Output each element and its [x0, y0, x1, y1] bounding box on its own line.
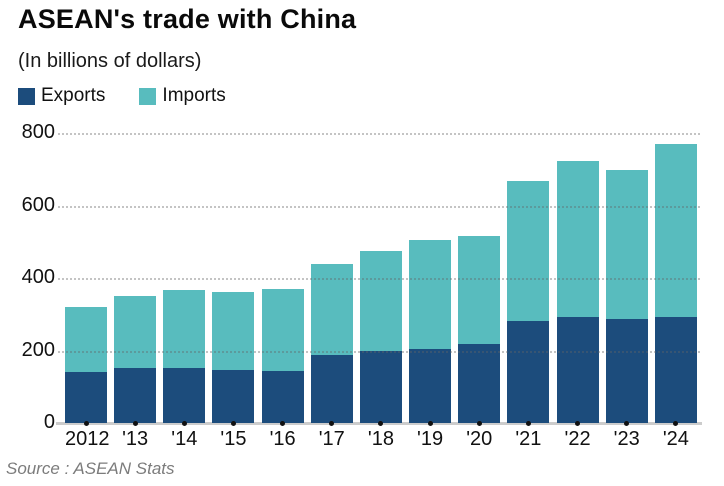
x-tick-label-18: '18	[367, 428, 394, 450]
exports-segment	[556, 317, 599, 423]
axis-tick-dot	[378, 421, 384, 426]
bar-group-19	[409, 133, 452, 426]
gridline-800	[58, 133, 700, 135]
source-note: Source : ASEAN Stats	[6, 459, 175, 478]
legend-item-exports: Exports	[18, 85, 105, 107]
x-tick-label-17: '17	[318, 428, 345, 450]
exports-segment	[458, 343, 501, 423]
axis-tick-dot	[575, 421, 581, 426]
bar-group-17	[310, 133, 353, 426]
exports-segment	[310, 355, 353, 423]
bar-group-20	[458, 133, 501, 426]
x-tick-label-21: '21	[515, 428, 542, 450]
x-tick-label-13: '13	[122, 428, 149, 450]
axis-tick-dot	[280, 421, 286, 426]
chart-title: ASEAN's trade with China	[18, 4, 357, 34]
x-axis-labels: 2012 '13 '14 '15 '16 '17 '18 '19 '20 '21 '22 '23 '24	[65, 428, 697, 451]
bar-group-24	[654, 133, 697, 426]
imports-segment	[114, 296, 157, 368]
axis-tick-dot	[476, 421, 482, 426]
imports-segment	[507, 180, 550, 321]
x-tick-label-16: '16	[269, 428, 296, 450]
exports-segment	[261, 371, 304, 423]
bar-group-2012	[65, 133, 107, 426]
axis-tick-dot	[230, 421, 236, 426]
x-tick-label-20: '20	[466, 428, 493, 450]
x-tick-label-2012: 2012	[65, 428, 110, 450]
gridline-200	[58, 350, 700, 353]
legend-item-imports: Imports	[139, 85, 226, 107]
axis-tick-dot	[83, 421, 89, 426]
imports-segment	[163, 290, 206, 368]
exports-swatch-icon	[18, 87, 35, 105]
exports-segment	[114, 367, 157, 423]
bar-group-23	[605, 133, 648, 426]
bar-group-21	[507, 133, 550, 426]
chart-subtitle: (In billions of dollars)	[18, 50, 202, 72]
exports-segment	[654, 317, 697, 423]
x-tick-label-24: '24	[662, 428, 689, 450]
exports-segment	[65, 371, 107, 423]
y-tick-label-600: 600	[21, 193, 55, 216]
bar-group-22	[556, 133, 599, 426]
axis-tick-dot	[132, 421, 138, 426]
x-tick-label-23: '23	[613, 428, 640, 450]
axis-tick-dot	[181, 421, 187, 426]
imports-segment	[65, 307, 107, 372]
bar-group-13	[114, 133, 157, 426]
exports-segment	[507, 320, 550, 423]
imports-segment	[458, 235, 501, 344]
exports-segment	[212, 370, 255, 423]
exports-segment	[605, 319, 648, 423]
imports-segment	[212, 291, 255, 371]
exports-segment	[163, 367, 206, 423]
axis-tick-dot	[624, 421, 630, 426]
y-tick-label-0: 0	[43, 411, 55, 433]
imports-segment	[654, 143, 697, 318]
imports-segment	[359, 250, 402, 352]
legend-label-exports: Exports	[41, 85, 106, 106]
x-tick-label-19: '19	[417, 428, 444, 450]
x-tick-label-14: '14	[171, 428, 198, 450]
bar-group-15	[212, 133, 255, 426]
imports-segment	[556, 161, 599, 318]
bars-container	[65, 133, 697, 426]
y-tick-label-200: 200	[21, 338, 55, 361]
gridline-600	[58, 205, 700, 208]
axis-tick-dot	[427, 421, 433, 426]
bar-group-14	[163, 133, 206, 426]
axis-tick-dot	[525, 421, 531, 426]
imports-segment	[261, 289, 304, 372]
axis-tick-dot	[329, 421, 335, 426]
axis-tick-dot	[673, 421, 679, 426]
y-tick-label-800: 800	[21, 121, 55, 143]
bar-group-18	[359, 133, 402, 426]
gridline-400	[58, 278, 700, 280]
legend: Exports Imports	[18, 85, 226, 107]
bar-group-16	[261, 133, 304, 426]
imports-segment	[310, 263, 353, 356]
exports-segment	[359, 351, 402, 423]
y-tick-label-400: 400	[21, 266, 55, 288]
exports-segment	[409, 349, 452, 423]
x-tick-label-22: '22	[564, 428, 591, 450]
imports-segment	[409, 239, 452, 350]
x-tick-label-15: '15	[220, 428, 247, 450]
imports-segment	[605, 169, 648, 320]
legend-label-imports: Imports	[162, 85, 226, 106]
imports-swatch-icon	[139, 87, 157, 105]
plot-area	[56, 133, 702, 426]
